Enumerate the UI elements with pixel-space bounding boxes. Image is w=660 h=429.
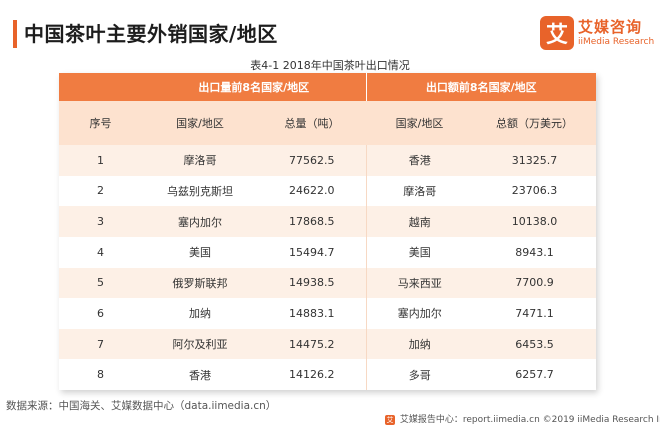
table-row: 2 乌兹别克斯坦 24622.0 摩洛哥 23706.3 [59, 175, 597, 207]
table-row: 3 塞内加尔 17868.5 越南 10138.0 [59, 206, 597, 237]
cell-region-value: 加纳 [365, 328, 474, 360]
cell-total-volume: 14883.1 [258, 298, 367, 329]
table-row: 4 美国 15494.7 美国 8943.1 [59, 236, 597, 268]
column-header-region-volume: 国家/地区 [142, 101, 258, 145]
data-source-note: 数据来源：中国海关、艾媒数据中心（data.iimedia.cn） [6, 400, 277, 412]
cell-total-volume: 77562.5 [258, 145, 367, 176]
cell-rank: 3 [59, 206, 142, 237]
group-header-value: 出口额前8名国家/地区 [365, 73, 597, 101]
cell-total-volume: 15494.7 [258, 236, 367, 268]
cell-region-volume: 乌兹别克斯坦 [142, 175, 258, 207]
cell-region-volume: 塞内加尔 [142, 206, 258, 237]
group-header-volume: 出口量前8名国家/地区 [142, 73, 367, 101]
cell-total-value: 8943.1 [473, 236, 597, 268]
table-body: 1 摩洛哥 77562.5 香港 31325.7 2 乌兹别克斯坦 24622.0 摩洛哥 237… [59, 145, 597, 390]
cell-total-value: 31325.7 [473, 145, 597, 176]
cell-region-value: 多哥 [365, 359, 474, 390]
brand-logo: 艾 艾媒咨询 iiMedia Research [540, 16, 655, 52]
logo-name: 艾媒咨询 [578, 18, 643, 36]
table-row: 6 加纳 14883.1 塞内加尔 7471.1 [59, 298, 597, 329]
cell-region-value: 越南 [365, 206, 474, 237]
cell-total-volume: 14938.5 [258, 267, 367, 299]
cell-region-volume: 俄罗斯联邦 [142, 267, 258, 299]
group-header-blank [59, 73, 142, 101]
logo-icon: 艾 [540, 16, 574, 50]
cell-rank: 1 [59, 145, 142, 176]
column-header-total-value: 总额（万美元） [473, 101, 597, 145]
cell-total-value: 7700.9 [473, 267, 597, 299]
cell-total-volume: 14126.2 [258, 359, 367, 390]
cell-region-value: 美国 [365, 236, 474, 268]
cell-region-volume: 摩洛哥 [142, 145, 258, 176]
cell-rank: 6 [59, 298, 142, 329]
table-row: 1 摩洛哥 77562.5 香港 31325.7 [59, 145, 597, 176]
cell-total-value: 6453.5 [473, 328, 597, 360]
title-accent-bar [13, 20, 17, 48]
cell-region-value: 马来西亚 [365, 267, 474, 299]
cell-rank: 7 [59, 328, 142, 360]
table-row: 8 香港 14126.2 多哥 6257.7 [59, 359, 597, 390]
export-table: 出口量前8名国家/地区 出口额前8名国家/地区 序号 国家/地区 总量（吨） 国… [59, 73, 597, 390]
cell-rank: 2 [59, 175, 142, 207]
cell-region-value: 香港 [365, 145, 474, 176]
footer-text: 艾媒报告中心：report.iimedia.cn ©2019 iiMedia R… [399, 415, 660, 425]
table-row: 5 俄罗斯联邦 14938.5 马来西亚 7700.9 [59, 267, 597, 299]
footer-logo-icon: 艾 [385, 414, 395, 425]
cell-total-volume: 24622.0 [258, 175, 367, 207]
table-row: 7 阿尔及利亚 14475.2 加纳 6453.5 [59, 328, 597, 360]
cell-region-value: 摩洛哥 [365, 175, 474, 207]
cell-region-volume: 阿尔及利亚 [142, 328, 258, 360]
cell-total-value: 10138.0 [473, 206, 597, 237]
table-caption: 表4-1 2018年中国茶叶出口情况 [250, 59, 410, 72]
cell-region-volume: 美国 [142, 236, 258, 268]
column-header-total-volume: 总量（吨） [258, 101, 367, 145]
cell-total-value: 7471.1 [473, 298, 597, 329]
cell-total-value: 23706.3 [473, 175, 597, 207]
cell-rank: 8 [59, 359, 142, 390]
footer: 艾 艾媒报告中心：report.iimedia.cn ©2019 iiMedia… [385, 412, 660, 425]
column-header-rank: 序号 [59, 101, 142, 145]
cell-region-volume: 加纳 [142, 298, 258, 329]
cell-total-volume: 17868.5 [258, 206, 367, 237]
cell-total-value: 6257.7 [473, 359, 597, 390]
logo-subtitle: iiMedia Research [578, 37, 655, 47]
cell-rank: 5 [59, 267, 142, 299]
column-header-region-value: 国家/地区 [366, 101, 474, 145]
cell-total-volume: 14475.2 [258, 328, 367, 360]
page-title: 中国茶叶主要外销国家/地区 [24, 22, 278, 46]
cell-rank: 4 [59, 236, 142, 268]
cell-region-volume: 香港 [142, 359, 258, 390]
cell-region-value: 塞内加尔 [365, 298, 474, 329]
